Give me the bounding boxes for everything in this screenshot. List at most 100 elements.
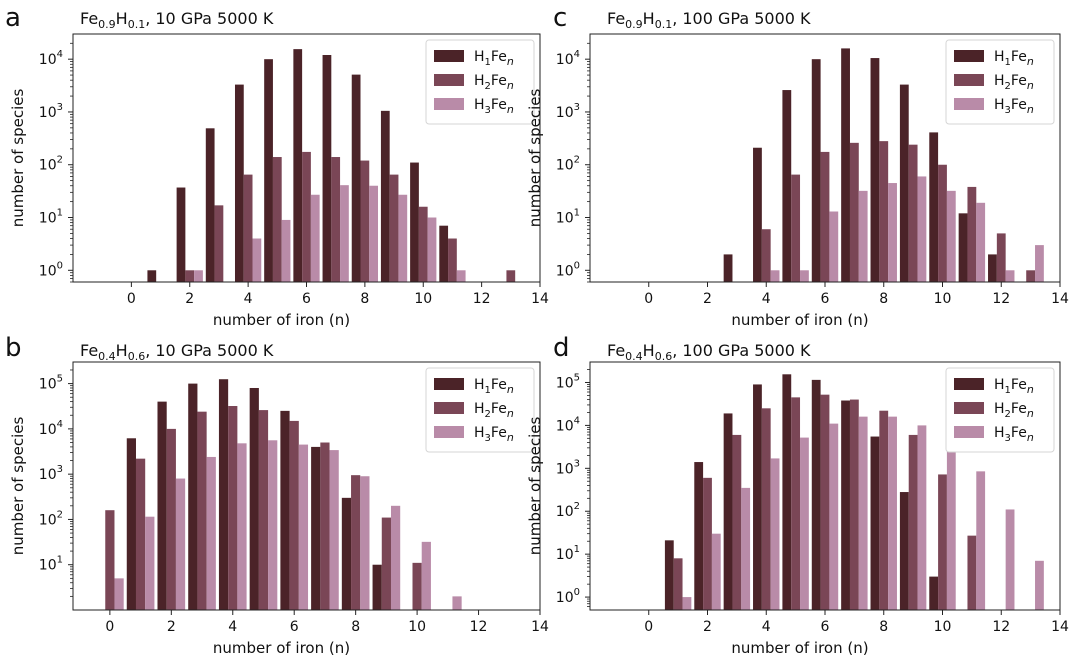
y-tick-label: 103 (39, 102, 63, 121)
bar-h2fen (412, 562, 422, 610)
y-tick-exponent: 0 (574, 260, 580, 271)
bar-h2fen (197, 411, 207, 610)
bar-h1fen (841, 48, 850, 283)
x-axis-label-text: number of iron (n) (213, 311, 350, 329)
bars (105, 379, 462, 610)
x-tick-value: 10 (408, 619, 426, 635)
bar-h1fen (322, 55, 332, 282)
legend-swatch (434, 378, 464, 390)
bar-h2fen (673, 558, 683, 610)
bar-h3fen (858, 416, 868, 610)
y-tick-exponent: 2 (574, 155, 580, 166)
panel-title: Fe0.9H0.1, 100 GPa 5000 K (607, 9, 811, 31)
legend-swatch (434, 50, 464, 62)
bar-h3fen (310, 194, 320, 282)
y-axis-label-text: number of species (526, 89, 544, 228)
title-subscript: 0.6 (655, 350, 673, 363)
bar-h1fen (380, 110, 390, 282)
x-tick-label: 10 (414, 291, 432, 307)
y-tick-exponent: 4 (574, 415, 580, 426)
y-tick-base: 10 (39, 377, 57, 393)
y-axis-label-text: number of species (526, 417, 544, 556)
y-tick-exponent: 3 (57, 102, 63, 113)
title-element: H (116, 341, 128, 360)
x-tick-label: 0 (105, 619, 114, 635)
title-subscript: 0.4 (98, 350, 116, 363)
y-tick-base: 10 (39, 211, 57, 227)
x-tick-label: 2 (185, 291, 194, 307)
bar-h3fen (858, 190, 868, 282)
bar-h3fen (329, 450, 339, 610)
bar-h1fen (157, 401, 167, 610)
x-tick-value: 14 (1051, 619, 1069, 635)
x-tick-value: 2 (167, 619, 176, 635)
y-tick-label: 100 (39, 260, 63, 279)
bar-h1fen (218, 379, 229, 610)
bar-h3fen (175, 478, 186, 610)
bar-h3fen (369, 185, 379, 282)
legend-swatch (434, 98, 464, 110)
x-tick-value: 14 (1051, 291, 1069, 307)
x-tick-label: 4 (762, 619, 771, 635)
bar-h3fen (800, 437, 809, 610)
x-tick-value: 4 (244, 291, 253, 307)
panel-letter-text: b (5, 333, 22, 363)
y-tick-exponent: 4 (57, 419, 63, 430)
bar-h3fen (456, 270, 466, 282)
bar-h2fen (820, 151, 830, 282)
bar-h3fen (682, 597, 692, 610)
x-tick-value: 6 (290, 619, 299, 635)
x-tick-label: 2 (703, 619, 712, 635)
bar-h2fen (289, 420, 299, 610)
y-tick-label: 105 (556, 372, 580, 391)
y-tick-label: 104 (39, 49, 63, 68)
bar-h2fen (105, 510, 115, 610)
y-tick-base: 10 (39, 512, 57, 528)
x-tick-label: 10 (934, 619, 952, 635)
bar-h3fen (946, 190, 956, 282)
x-tick-label: 6 (821, 291, 830, 307)
legend-label: H2Fen (994, 401, 1034, 420)
bar-h2fen (879, 141, 889, 282)
panel-title: Fe0.4H0.6, 100 GPa 5000 K (607, 341, 811, 363)
bar-h1fen (205, 128, 215, 282)
bar-h1fen (958, 213, 968, 282)
bar-h3fen (711, 533, 721, 610)
bar-h2fen (908, 434, 918, 610)
bar-h1fen (126, 438, 136, 610)
x-tick-label: 12 (473, 291, 491, 307)
bar-h1fen (280, 410, 290, 610)
x-tick-label: 2 (167, 619, 176, 635)
y-tick-label: 104 (39, 419, 63, 438)
y-axis-label: number of species (526, 89, 544, 228)
bar-h2fen (761, 229, 771, 282)
bar-h1fen (249, 387, 259, 610)
bar-h2fen (1026, 270, 1036, 282)
y-tick-exponent: 1 (57, 208, 63, 219)
legend-label: H2Fen (474, 73, 514, 92)
legend-label: H1Fen (994, 377, 1034, 396)
bar-h1fen (188, 383, 198, 610)
x-axis-label: number of iron (n) (731, 639, 868, 657)
panel-letter: d (553, 333, 570, 363)
title-element: Fe (80, 341, 98, 360)
x-tick-label: 6 (821, 619, 830, 635)
x-axis-label: number of iron (n) (213, 311, 350, 329)
title-conditions: , 100 GPa 5000 K (672, 9, 811, 28)
title-conditions: , 100 GPa 5000 K (672, 341, 811, 360)
bar-h1fen (899, 492, 909, 610)
y-tick-label: 103 (556, 102, 580, 121)
panel-letter-text: d (553, 333, 570, 363)
panel-title: Fe0.9H0.1, 10 GPa 5000 K (80, 9, 274, 31)
y-tick-exponent: 2 (57, 509, 63, 520)
bar-h3fen (340, 185, 349, 282)
panel-letter: c (553, 3, 567, 33)
legend-label: H1Fen (474, 377, 514, 396)
legend-label: H3Fen (994, 425, 1034, 444)
x-tick-value: 6 (821, 291, 830, 307)
bar-h1fen (782, 374, 792, 610)
bars (147, 49, 516, 283)
bar-h3fen (298, 444, 309, 610)
x-tick-label: 14 (1051, 619, 1069, 635)
y-tick-exponent: 1 (57, 555, 63, 566)
